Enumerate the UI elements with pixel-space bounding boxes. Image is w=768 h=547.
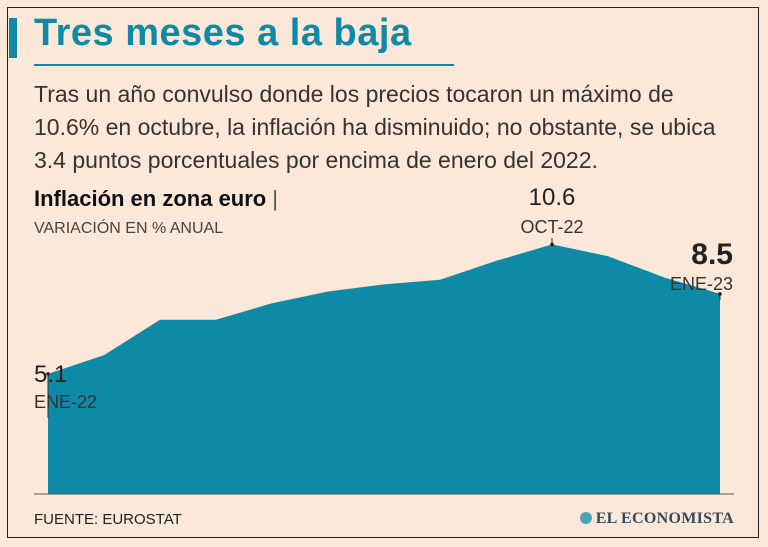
chart-subtitle: VARIACIÓN EN % ANUAL — [34, 220, 224, 237]
title-accent-bar — [9, 18, 17, 58]
chart-title-separator: | — [272, 186, 278, 211]
annotation-value-ene-22: 5.1 — [34, 361, 67, 388]
subtitle: Tras un año convulso donde los precios t… — [34, 81, 716, 173]
annotation-value-ene-23: 8.5 — [691, 238, 733, 271]
annotation-value-oct-22: 10.6 — [529, 184, 576, 211]
frame — [7, 7, 759, 538]
annotation-label-ene-22: ENE-22 — [34, 392, 97, 412]
annotation-label-oct-22: OCT-22 — [520, 217, 583, 237]
annotation-dot-oct-22 — [550, 242, 554, 247]
annotation-dot-ene-22 — [46, 372, 50, 376]
page-title: Tres meses a la baja — [34, 12, 412, 54]
title-underline — [34, 64, 454, 66]
brand-name: EL ECONOMISTA — [595, 510, 734, 527]
chart-title-text: Inflación en zona euro — [34, 186, 267, 211]
chart-title: Inflación en zona euro | — [34, 186, 278, 212]
annotation-dot-ene-23 — [718, 292, 722, 296]
brand-icon — [579, 512, 592, 524]
source-note: FUENTE: EUROSTAT — [34, 511, 182, 528]
inflation-area — [48, 244, 720, 494]
annotation-label-ene-23: ENE-23 — [670, 274, 733, 294]
brand-logo: EL ECONOMISTA — [579, 510, 734, 528]
